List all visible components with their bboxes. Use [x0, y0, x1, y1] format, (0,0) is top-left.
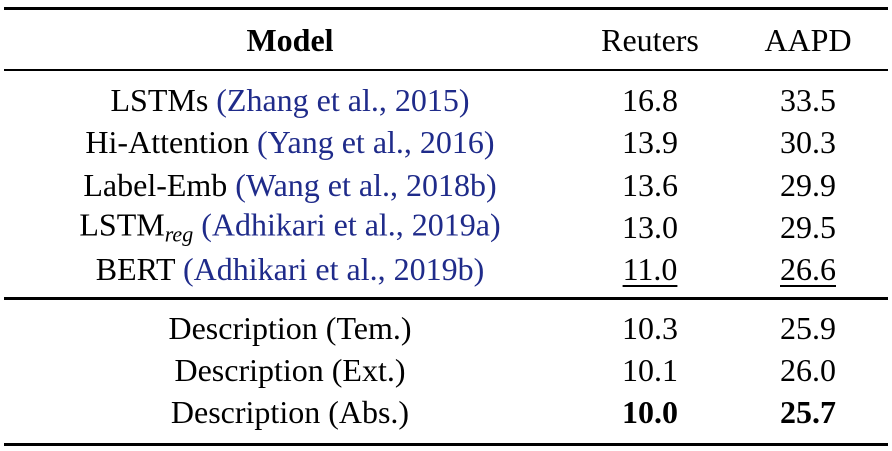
citation: (Zhang et al., 2015)	[216, 82, 470, 118]
score: 13.6	[622, 167, 678, 203]
model-name: LSTM	[79, 206, 165, 243]
model-name: Label-Emb	[83, 167, 228, 203]
score: 29.9	[780, 167, 836, 203]
top-rule	[4, 7, 888, 10]
model-name: Description (Ext.)	[174, 352, 406, 388]
column-header: AAPD	[764, 22, 852, 58]
header-rule	[4, 69, 888, 71]
score: 33.5	[780, 82, 836, 118]
citation: (Wang et al., 2018b)	[235, 167, 497, 203]
model-name: Description (Abs.)	[170, 394, 410, 430]
score: 26.0	[780, 352, 836, 388]
model-cell: LSTMreg (Adhikari et al., 2019a)	[79, 209, 500, 246]
score: 25.9	[780, 310, 836, 346]
model-cell: Description (Abs.)	[171, 396, 409, 428]
score: 13.9	[622, 124, 678, 160]
score: 10.1	[622, 352, 678, 388]
model-cell: Description (Ext.)	[174, 354, 405, 386]
score: 30.3	[780, 124, 836, 160]
score: 29.5	[780, 209, 836, 245]
score: 16.8	[622, 82, 678, 118]
model-name: Hi-Attention	[85, 124, 249, 160]
citation: (Adhikari et al., 2019b)	[183, 251, 485, 287]
model-name: BERT	[95, 251, 176, 287]
bottom-rule	[4, 443, 888, 446]
citation: (Yang et al., 2016)	[256, 124, 495, 160]
score: 25.7	[780, 394, 836, 430]
model-cell: Description (Tem.)	[168, 312, 411, 344]
model-cell: LSTMs (Zhang et al., 2015)	[110, 84, 469, 116]
column-header: Reuters	[601, 22, 699, 58]
column-header: Model	[246, 22, 334, 58]
model-name: LSTMs	[110, 82, 209, 118]
score: 11.0	[622, 251, 678, 287]
model-cell: Hi-Attention (Yang et al., 2016)	[85, 126, 494, 158]
model-cell: Label-Emb (Wang et al., 2018b)	[83, 169, 496, 201]
model-subscript: reg	[164, 221, 194, 247]
citation: (Adhikari et al., 2019a)	[201, 206, 501, 243]
model-cell: BERT (Adhikari et al., 2019b)	[96, 253, 485, 285]
score: 10.3	[622, 310, 678, 346]
group-rule	[4, 297, 888, 300]
model-name: Description (Tem.)	[168, 310, 412, 346]
score: 10.0	[622, 394, 678, 430]
score: 26.6	[780, 251, 836, 287]
score: 13.0	[622, 209, 678, 245]
